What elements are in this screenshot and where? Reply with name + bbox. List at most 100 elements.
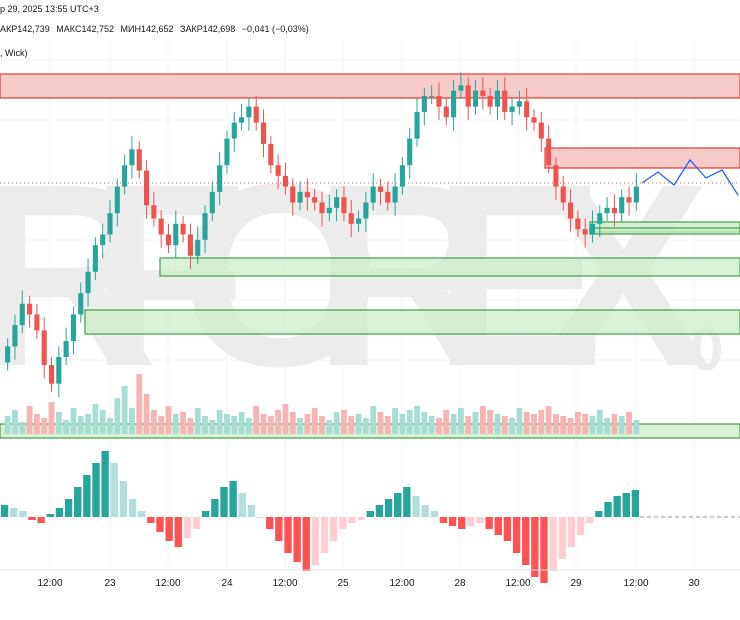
volume-bar (121, 386, 128, 434)
volume-bar (538, 410, 545, 434)
hist-bar (531, 517, 539, 577)
volume-bar (85, 414, 91, 434)
hist-bar (128, 499, 137, 517)
ohlc-open: АКР142,739 (0, 24, 50, 34)
x-tick-label: 28 (454, 578, 466, 589)
candle-body (341, 197, 347, 214)
volume-bar (348, 416, 355, 434)
volume-bar (589, 416, 596, 434)
hist-bar (266, 517, 274, 529)
x-tick-label: 12:00 (505, 578, 530, 589)
candle-body (399, 165, 405, 187)
candle-body (195, 239, 201, 256)
hist-bar (302, 517, 310, 571)
volume-bar (238, 412, 245, 434)
candle-body (217, 165, 223, 192)
hist-bar (604, 502, 612, 517)
candle-body (304, 191, 310, 198)
hist-bar (485, 517, 493, 529)
volume-bar (224, 414, 230, 434)
x-tick-label: 29 (570, 578, 582, 589)
volume-bar (362, 418, 369, 434)
candle-body (297, 191, 303, 203)
candle-body (209, 191, 215, 214)
hist-bar (366, 511, 374, 517)
candle-body (158, 218, 164, 235)
candle-body (334, 197, 340, 208)
candle-body (392, 186, 398, 203)
x-tick-label: 25 (337, 578, 349, 589)
hist-bar (92, 463, 100, 517)
hist-bar (567, 517, 576, 547)
hist-bar (165, 517, 173, 541)
ohlc-low: МИН142,652 (120, 24, 174, 34)
candle-body (597, 213, 603, 224)
candle-body (290, 186, 296, 203)
candle-body (114, 186, 120, 214)
volume-bar (443, 410, 450, 434)
hist-bar (256, 517, 265, 518)
candle-body (326, 207, 332, 214)
candle-body (268, 143, 274, 166)
candle-body (502, 90, 508, 112)
hist-bar (540, 517, 548, 583)
hist-bar (238, 493, 246, 517)
candle-body (78, 293, 84, 315)
candle-body (275, 165, 281, 176)
hist-bar (503, 517, 512, 541)
volume-bar (560, 416, 567, 434)
chart-header-ohlc: АКР142,739 МАКС142,752 МИН142,652 ЗАКР14… (0, 24, 313, 34)
volume-bar (297, 418, 303, 434)
volume-bar (26, 406, 33, 434)
hist-bar (46, 514, 54, 517)
hist-bar (412, 496, 420, 517)
candle-body (319, 202, 325, 214)
volume-bar (450, 414, 457, 434)
hist-bar (439, 517, 448, 523)
candle-body (34, 314, 40, 331)
candle-body (231, 122, 237, 139)
candle-body (48, 365, 55, 384)
volume-bar (574, 412, 581, 434)
volume-bar (107, 418, 113, 434)
hist-bar (576, 517, 585, 535)
volume-bar (70, 408, 77, 434)
candle-body (524, 101, 530, 118)
candle-body (429, 95, 435, 97)
candle-body (107, 213, 113, 235)
hist-bar (494, 517, 502, 535)
volume-bar (545, 406, 552, 434)
candle-body (27, 303, 33, 315)
hist-bar (357, 517, 365, 520)
candle-body (173, 223, 179, 246)
volume-label: , Wick) (0, 48, 28, 58)
hist-bar (183, 517, 192, 538)
candle-body (494, 90, 501, 107)
candle-body (633, 186, 639, 203)
hist-bar (64, 499, 73, 517)
ohlc-close: ЗАКР142,698 (180, 24, 236, 34)
hist-bar (613, 496, 621, 517)
hist-bar (512, 517, 521, 553)
volume-bar (216, 410, 223, 434)
candle-body (626, 197, 632, 203)
hist-bar (448, 517, 457, 526)
volume-bar (465, 416, 472, 434)
volume-bar (355, 414, 362, 434)
hist-bar (476, 517, 484, 523)
volume-bar (129, 408, 135, 434)
volume-bar (377, 412, 384, 434)
volume-bar (267, 416, 274, 434)
hist-bar (375, 505, 384, 517)
hist-bar (403, 487, 411, 517)
candle-body (239, 117, 245, 123)
volume-bar (187, 418, 194, 434)
volume-bar (567, 418, 574, 434)
candle-body (224, 138, 230, 166)
volume-bars (4, 374, 640, 434)
chart-header-date: р 29, 2025 13:55 UTC+3 (0, 4, 99, 14)
candle-body (546, 138, 552, 166)
zone-support-5 (84, 309, 740, 335)
zone-support-3 (589, 227, 740, 235)
